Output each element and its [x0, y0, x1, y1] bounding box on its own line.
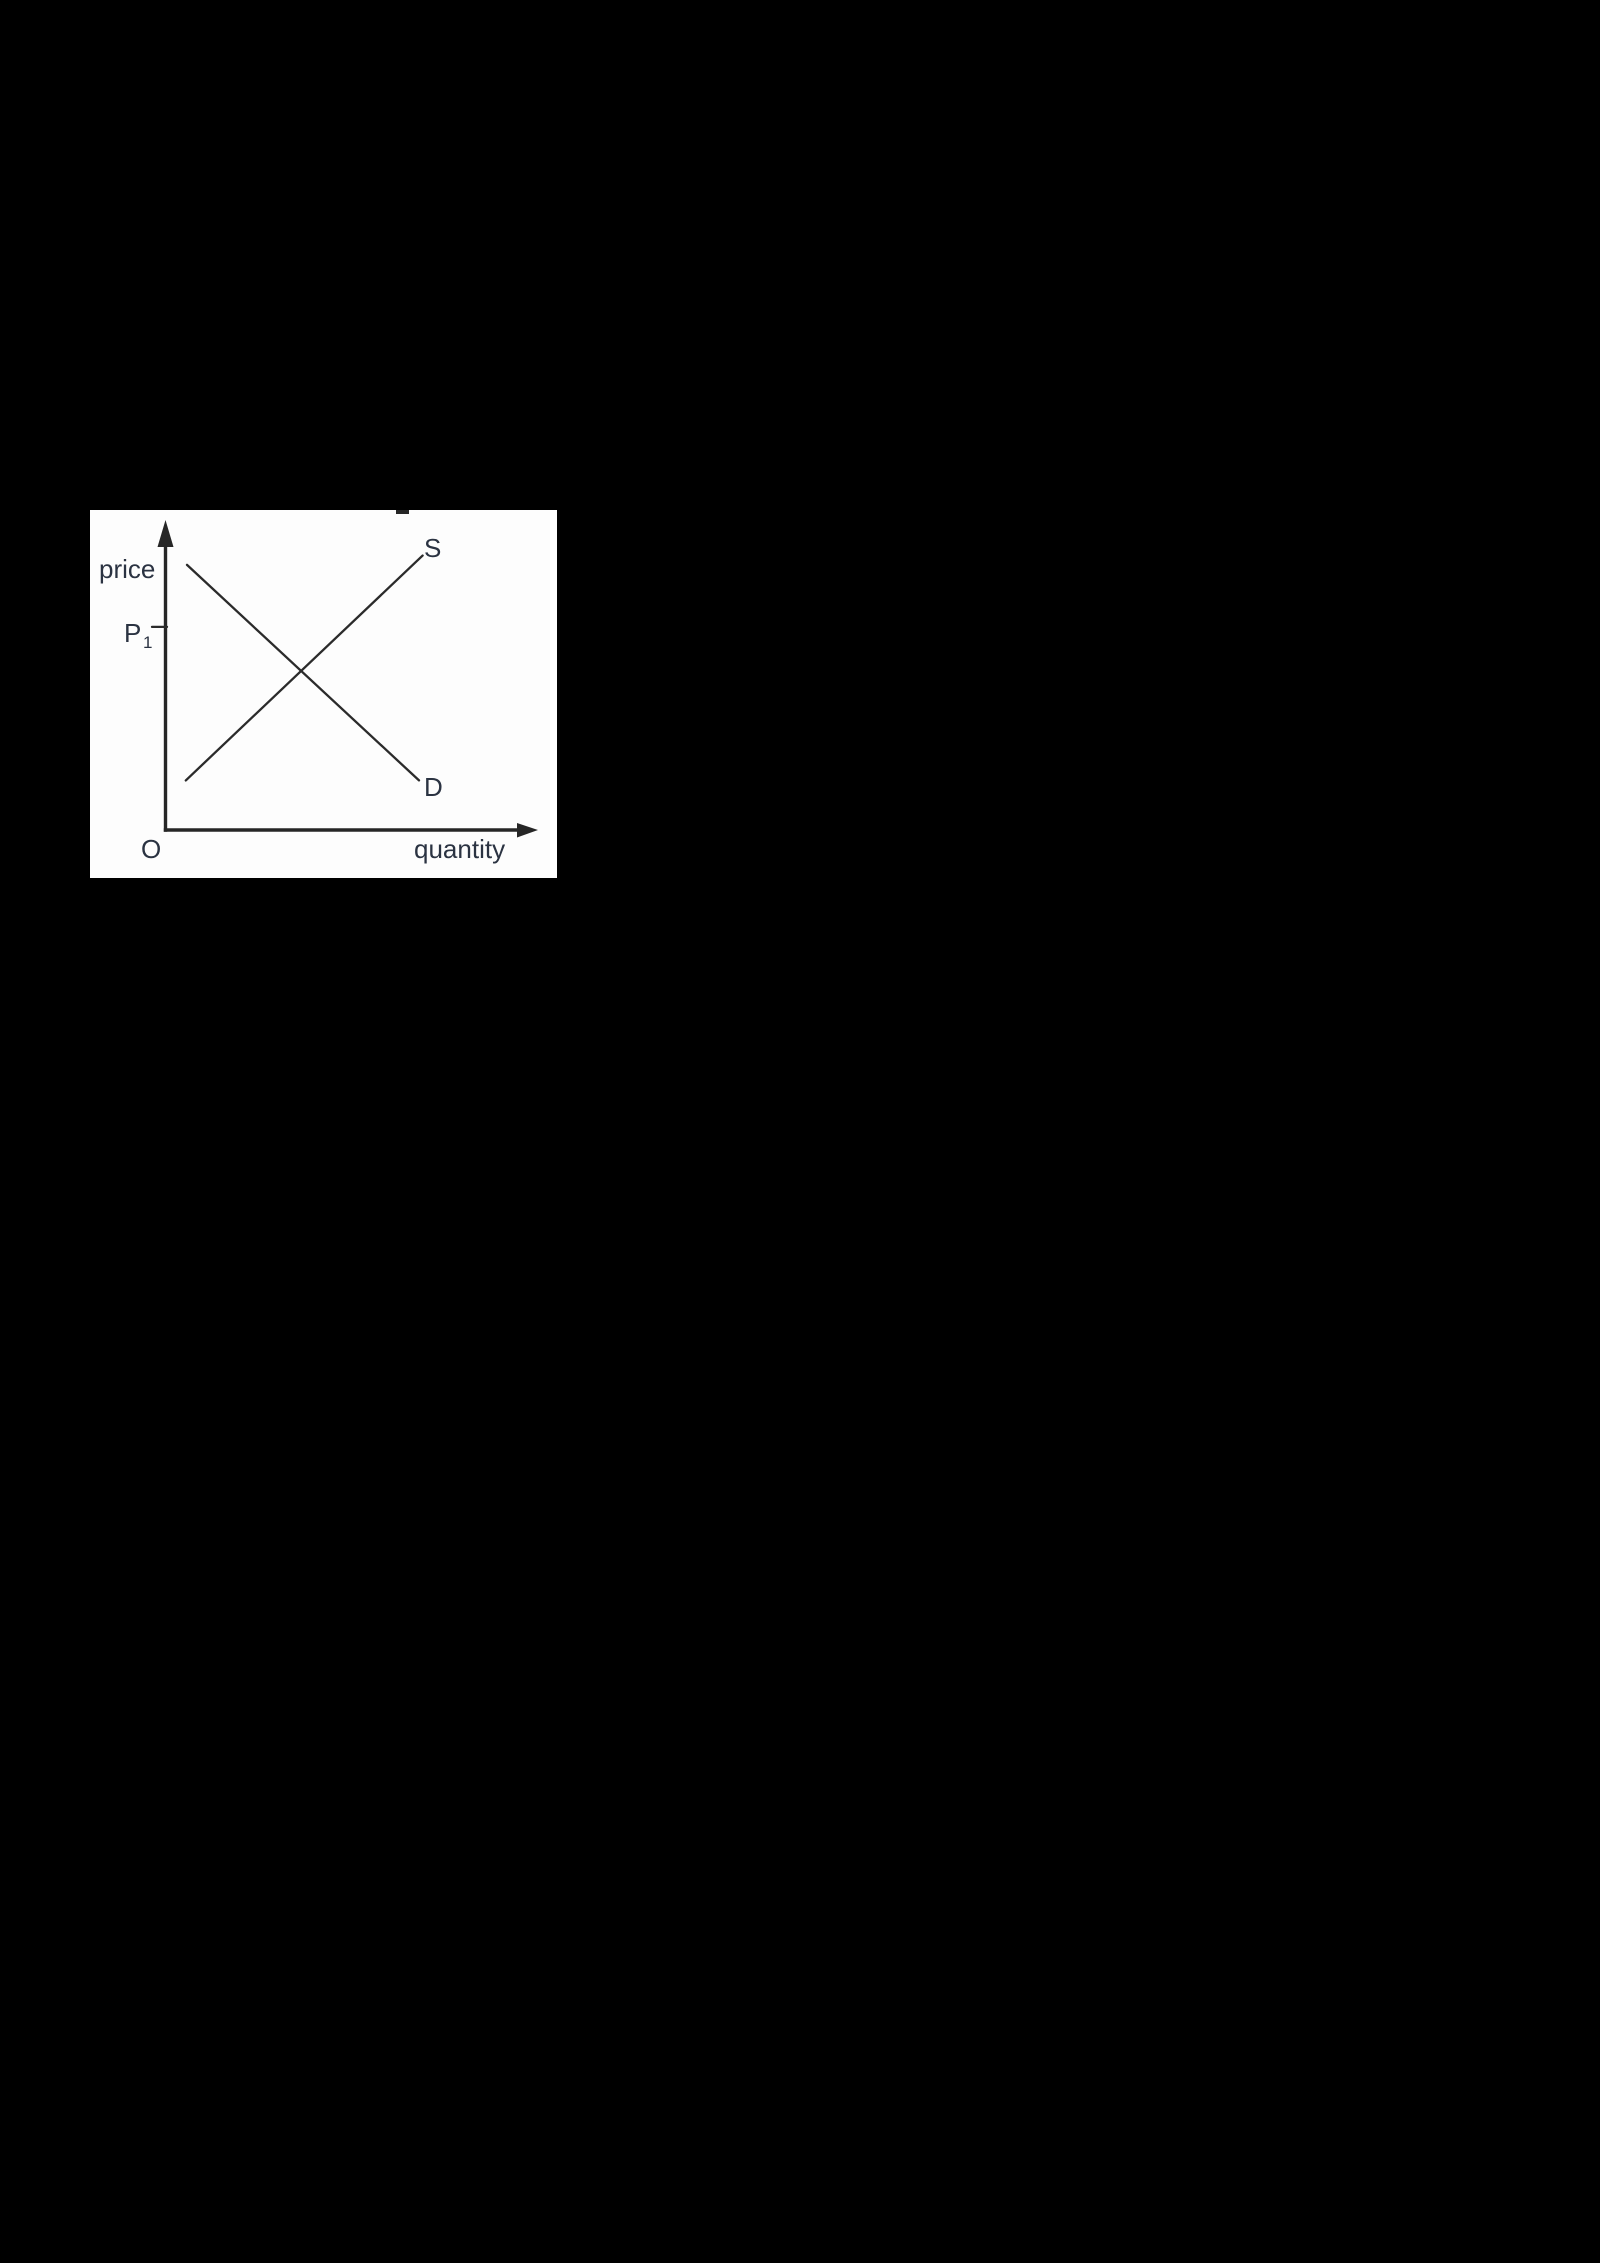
p1-label-main: P — [124, 618, 141, 648]
origin-label: O — [141, 834, 161, 864]
y-axis-label: price — [99, 554, 155, 584]
supply-label: S — [424, 533, 441, 563]
supply-demand-diagram-panel: price P 1 O quantity S D — [90, 510, 557, 878]
supply-demand-plot: price P 1 O quantity S D — [99, 510, 538, 864]
p1-label-subscript: 1 — [143, 633, 152, 652]
y-axis-arrowhead — [157, 520, 174, 547]
x-axis-label: quantity — [414, 834, 505, 864]
x-axis-arrowhead — [517, 823, 538, 838]
demand-curve — [185, 563, 421, 782]
clipped-text-artifact — [396, 510, 409, 514]
supply-curve — [184, 554, 424, 782]
demand-label: D — [424, 772, 443, 802]
